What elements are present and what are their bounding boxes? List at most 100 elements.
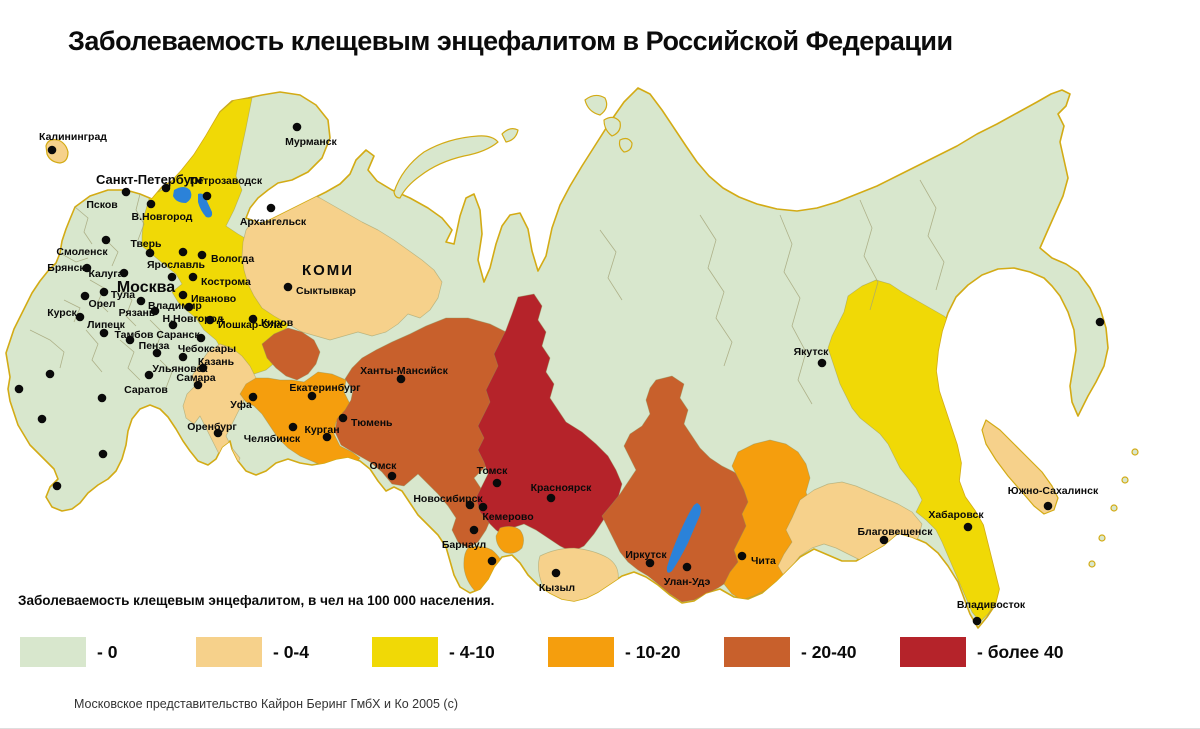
city-label: Оренбург — [187, 421, 237, 433]
legend-swatch — [20, 637, 86, 667]
severnaya-zemlya-island-1 — [584, 94, 608, 116]
legend-item: - 0-4 — [196, 637, 372, 667]
city-dot — [492, 478, 502, 488]
city-dot — [469, 525, 479, 535]
city-label: Хабаровск — [928, 509, 984, 521]
legend-item: - 4-10 — [372, 637, 548, 667]
city-label: Тамбов — [115, 329, 155, 341]
city-label: Петрозаводск — [190, 175, 263, 187]
russia-coastline — [5, 87, 1109, 629]
city-label: Чита — [751, 555, 776, 567]
city-dot — [546, 493, 556, 503]
map-zone-northwest-4-10 — [141, 97, 297, 375]
city-dot — [45, 369, 55, 379]
city-dot — [817, 358, 827, 368]
city-dot — [167, 272, 177, 282]
kuril-islands — [1088, 448, 1139, 568]
city-dot — [338, 413, 348, 423]
city-dot — [202, 191, 212, 201]
legend: - 0 - 0-4 - 4-10 - 10-20 - 20-40 - более 40 — [20, 637, 1190, 667]
lake-baikal — [666, 503, 701, 573]
map-zone-khakassia-10-20 — [495, 526, 524, 554]
novaya-zemlya-north-island — [501, 128, 519, 143]
legend-item: - более 40 — [900, 637, 1076, 667]
city-dot — [80, 291, 90, 301]
city-label: Киров — [261, 317, 294, 329]
city-dot — [645, 558, 655, 568]
city-label: Мурманск — [285, 136, 337, 148]
city-label: Брянск — [47, 262, 85, 274]
legend-swatch — [900, 637, 966, 667]
city-label: Барнаул — [442, 539, 486, 551]
severnaya-zemlya-island-2 — [603, 116, 621, 137]
city-label: Кызыл — [539, 582, 575, 594]
city-dot — [682, 562, 692, 572]
city-label: Рязань — [119, 307, 156, 319]
city-dot — [292, 122, 302, 132]
city-dot — [396, 374, 406, 384]
city-dot — [478, 502, 488, 512]
legend-swatch — [196, 637, 262, 667]
city-dot — [136, 296, 146, 306]
legend-label: - 4-10 — [449, 641, 495, 662]
city-dot — [972, 616, 982, 626]
legend-swatch — [372, 637, 438, 667]
city-label: Челябинск — [244, 433, 301, 445]
city-label: Тюмень — [351, 417, 393, 429]
city-dot — [178, 247, 188, 257]
city-dot — [198, 363, 208, 373]
unlabeled-city-dots — [14, 317, 1105, 566]
city-label: Томск — [477, 465, 508, 477]
copyright-footer: Московское представительство Кайрон Бери… — [74, 697, 459, 711]
city-dot — [205, 315, 215, 325]
legend-item: - 0 — [20, 637, 196, 667]
city-label: Смоленск — [56, 246, 108, 258]
kaliningrad-exclave — [45, 139, 69, 164]
city-label: Псков — [86, 199, 118, 211]
city-dot — [82, 263, 92, 273]
city-label: Тверь — [130, 238, 162, 250]
city-dot — [14, 384, 24, 394]
legend-swatch — [724, 637, 790, 667]
city-label: Самара — [176, 372, 215, 384]
city-label: Орел — [88, 298, 115, 310]
lake-onega — [198, 193, 213, 218]
city-label: Улан-Удэ — [664, 576, 711, 588]
city-label: Сыктывкар — [296, 285, 356, 297]
city-label: Екатеринбург — [289, 382, 361, 394]
city-dot — [288, 422, 298, 432]
city-dot — [97, 393, 107, 403]
novaya-zemlya-island — [393, 135, 499, 199]
legend-label: - более 40 — [977, 641, 1064, 662]
city-dot — [144, 370, 154, 380]
legend-item: - 10-20 — [548, 637, 724, 667]
city-label: Кемерово — [482, 511, 533, 523]
map-zone-irkutsk-buryatia-20-40 — [601, 375, 755, 603]
severnaya-zemlya-island-3 — [618, 137, 633, 153]
map-title: Заболеваемость клещевым энцефалитом в Ро… — [68, 26, 953, 56]
city-label: Ханты-Мансийск — [360, 365, 448, 377]
city-dot — [193, 380, 203, 390]
city-label: Кострома — [201, 276, 251, 288]
city-label: Якутск — [794, 346, 830, 358]
city-dot — [119, 268, 129, 278]
city-dot — [248, 314, 258, 324]
city-dot — [152, 348, 162, 358]
city-label: Курган — [304, 424, 339, 436]
city-label: Москва — [117, 279, 175, 296]
city-label: Тула — [111, 289, 135, 301]
city-label: Уфа — [230, 399, 252, 411]
city-label: Калуга — [89, 268, 124, 280]
city-dot — [121, 187, 131, 197]
city-label: Новосибирск — [413, 493, 483, 505]
city-label: Калининград — [39, 131, 107, 143]
city-dot — [37, 414, 47, 424]
sakhalin-island — [981, 419, 1059, 515]
city-dot — [387, 471, 397, 481]
city-dot — [150, 306, 160, 316]
city-dot — [737, 551, 747, 561]
city-dot — [1043, 501, 1053, 511]
city-label: Липецк — [87, 319, 125, 331]
city-label: Саранск — [156, 329, 200, 341]
